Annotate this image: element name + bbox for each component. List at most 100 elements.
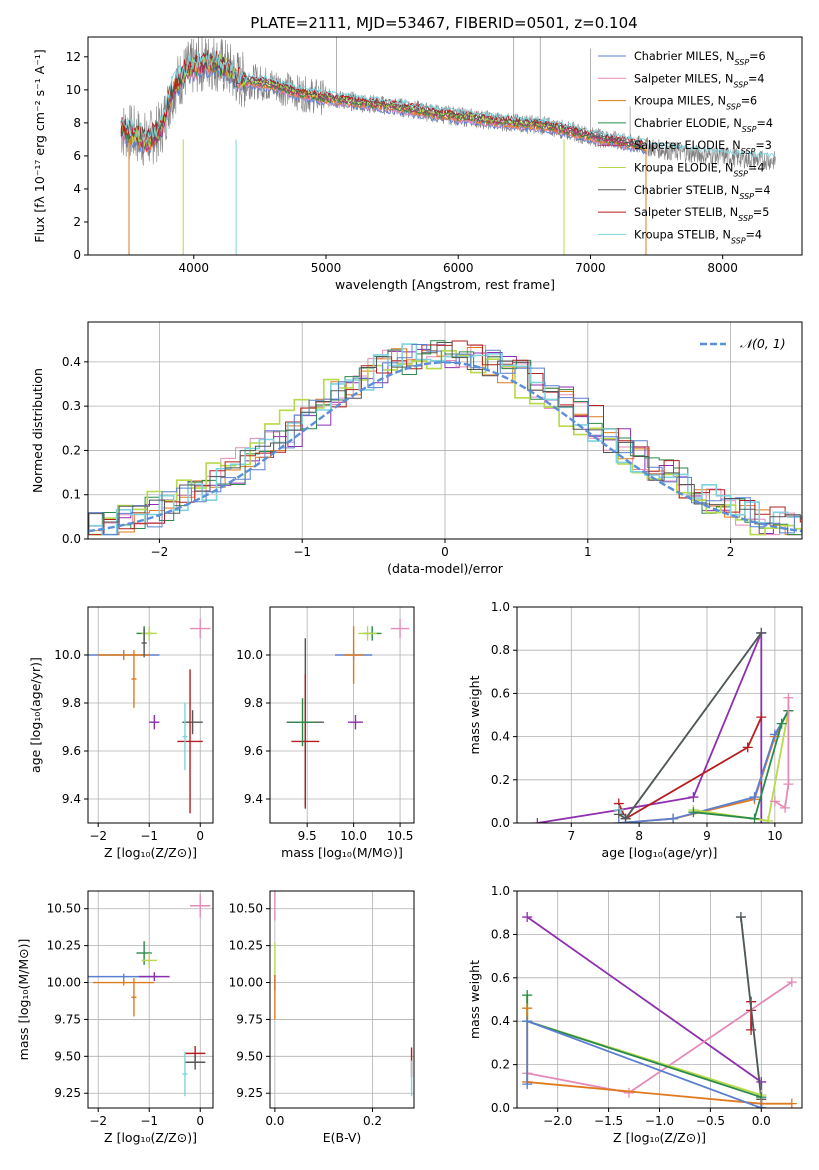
- plus-marker: [769, 796, 780, 807]
- x-tick-label: 5000: [311, 261, 342, 275]
- plus-marker: [786, 1098, 797, 1108]
- legend-entry: 𝒩(0, 1): [740, 336, 786, 351]
- series-path: [693, 710, 790, 822]
- spectrum-legend: Chabrier MILES, NSSP=6 Salpeter MILES, NS…: [598, 50, 773, 245]
- y-tick-label: 9.25: [236, 1086, 263, 1100]
- axes-frame: [516, 606, 803, 824]
- plus-marker: [780, 802, 791, 813]
- y-tick-label: 0.4: [491, 730, 510, 744]
- data-point: [190, 893, 211, 918]
- y-tick-label: 10: [66, 83, 81, 97]
- y-tick-label: 9.8: [62, 696, 81, 710]
- x-axis-label: Z [log₁₀(Z/Z⊙)]: [613, 1130, 706, 1145]
- x-tick-label: 0: [196, 829, 204, 843]
- plot-area: [88, 619, 211, 814]
- y-tick-label: 4: [73, 182, 81, 196]
- y-tick-label: 10.00: [229, 976, 263, 990]
- x-axis-label: wavelength [Angstrom, rest frame]: [335, 277, 555, 292]
- plus-marker: [783, 692, 794, 703]
- plot-area: [274, 891, 413, 1097]
- x-tick-label: 8000: [707, 261, 738, 275]
- y-tick-label: 0.8: [491, 643, 510, 657]
- plus-marker: [522, 990, 533, 1001]
- y-tick-label: 10.25: [229, 939, 263, 953]
- axes-frame: [87, 606, 214, 824]
- x-axis-label: Z [log₁₀(Z/Z⊙)]: [104, 845, 197, 860]
- plot-area: [120, 37, 776, 255]
- x-tick-label: 0: [441, 545, 449, 559]
- plus-marker: [783, 779, 794, 790]
- x-axis-label: Z [log₁₀(Z/Z⊙)]: [104, 1130, 197, 1145]
- model-salpeter-stelib: [120, 49, 643, 145]
- plus-marker: [756, 712, 767, 723]
- plus-marker: [522, 1079, 533, 1090]
- x-tick-label: 0.0: [265, 1114, 284, 1128]
- y-tick-label: 12: [66, 50, 81, 64]
- plus-marker: [776, 718, 787, 729]
- x-tick-label: −1: [140, 1114, 158, 1128]
- y-tick-label: 1.0: [491, 884, 510, 898]
- axes-frame: [87, 36, 803, 256]
- y-tick-label: 0.0: [491, 1101, 510, 1115]
- panel-mass_vs_ebv: 0.0 0.2 9.25 9.50 9.75 10.00 10.25 10.50 E(B-V): [229, 890, 415, 1145]
- data-point: [288, 698, 317, 747]
- data-point: [149, 715, 160, 730]
- residual-histogram: [88, 342, 802, 533]
- series-path: [740, 916, 763, 1108]
- y-tick-label: 1.0: [491, 600, 510, 614]
- y-tick-label: 0.0: [491, 816, 510, 830]
- x-tick-label: −2: [89, 829, 107, 843]
- axes-frame: [269, 890, 415, 1109]
- y-tick-label: 10.0: [236, 648, 263, 662]
- panel-mass_vs_Z: −2 −1 0 9.25 9.50 9.75 10.00 10.25 10.50 Z [log₁₀…: [16, 890, 214, 1145]
- x-tick-label: 0.0: [752, 1114, 771, 1128]
- y-tick-label: 10.00: [47, 976, 81, 990]
- y-tick-label: 10.50: [47, 902, 81, 916]
- legend-entry: Chabrier ELODIE, NSSP=4: [634, 117, 773, 133]
- data-point: [131, 978, 137, 1017]
- data-point: [348, 715, 363, 730]
- plot-area: [88, 340, 802, 536]
- data-point: [141, 628, 147, 658]
- legend-entry: Chabrier STELIB, NSSP=4: [634, 184, 771, 201]
- series-line: [532, 627, 767, 823]
- series-line: [769, 692, 794, 813]
- x-tick-label: 9.5: [298, 829, 317, 843]
- legend-entry: Kroupa STELIB, NSSP=4: [634, 228, 762, 245]
- x-tick-label: −1.0: [645, 1114, 674, 1128]
- series-path: [774, 697, 790, 810]
- y-axis-label: mass weight: [467, 675, 482, 754]
- x-tick-label: 10.0: [340, 829, 367, 843]
- y-tick-label: 9.6: [244, 744, 263, 758]
- legend-entry: Kroupa MILES, NSSP=6: [634, 95, 757, 112]
- y-axis-label: Normed distribution: [30, 368, 45, 493]
- x-tick-label: 1: [584, 545, 592, 559]
- y-tick-label: 9.8: [244, 696, 263, 710]
- x-axis-label: E(B-V): [323, 1130, 362, 1145]
- data-point: [177, 669, 203, 814]
- y-tick-label: 8: [73, 116, 81, 130]
- legend-entry: Chabrier MILES, NSSP=6: [634, 50, 766, 67]
- plus-marker: [756, 1076, 767, 1087]
- data-point: [190, 619, 211, 639]
- y-tick-label: 9.75: [236, 1012, 263, 1026]
- data-point: [184, 1054, 206, 1070]
- x-tick-label: 6000: [443, 261, 474, 275]
- y-tick-label: 9.4: [62, 792, 81, 806]
- panel-residuals: −2 −1 0 1 2 0.0 0.1 0.2 0.3 0.4 (data-model)/error…: [30, 321, 803, 576]
- plus-marker: [522, 912, 533, 923]
- panel-age_vs_Z: −2 −1 0 9.4 9.6 9.8 10.0 Z [log₁₀(Z/Z⊙)] age [lo…: [28, 606, 214, 860]
- y-tick-label: 0.2: [491, 1058, 510, 1072]
- legend-entry: Salpeter MILES, NSSP=4: [634, 72, 765, 89]
- panel-age_vs_mass: 9.5 10.0 10.5 9.4 9.6 9.8 10.0 mass [log₁₀(M/M⊙…: [236, 606, 415, 860]
- data-point: [98, 650, 150, 660]
- x-tick-label: 2: [727, 545, 735, 559]
- normal-curve: [88, 361, 802, 533]
- y-tick-label: 0.3: [62, 399, 81, 413]
- y-tick-label: 0.4: [491, 1014, 510, 1028]
- x-tick-label: −0.5: [696, 1114, 725, 1128]
- y-tick-label: 0.2: [491, 773, 510, 787]
- x-tick-label: −1: [140, 829, 158, 843]
- plus-marker: [532, 818, 543, 823]
